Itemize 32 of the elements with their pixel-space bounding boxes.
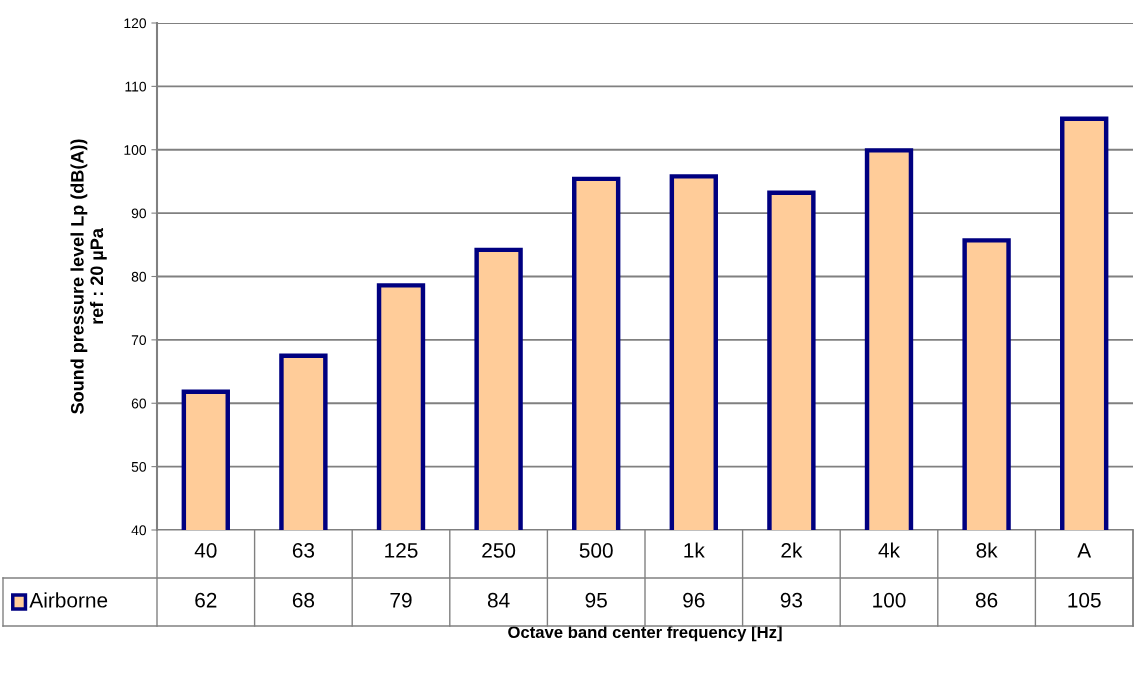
x-axis-title: Octave band center frequency [Hz] [508, 625, 782, 642]
x-tick-label: 8k [976, 542, 998, 558]
y-tick-label: 70 [131, 335, 147, 346]
y-tick-label: 80 [131, 271, 147, 282]
data-label: 96 [683, 592, 705, 608]
x-tick-label: 250 [482, 543, 516, 558]
y-tick-label: 50 [131, 461, 147, 472]
y-tick-label: 100 [124, 145, 147, 155]
data-label: 79 [390, 592, 412, 608]
data-label: 62 [195, 592, 217, 608]
data-label: 95 [585, 592, 607, 608]
x-tick-label: 500 [579, 543, 613, 558]
data-label: 105 [1068, 592, 1101, 608]
y-tick-label: 60 [131, 398, 147, 409]
x-tick-label: 1k [684, 542, 705, 558]
x-tick-label: 63 [292, 543, 315, 558]
x-tick-label: 40 [194, 543, 217, 558]
x-tick-label: 4k [878, 542, 901, 558]
y-tick-label: 90 [131, 208, 147, 219]
data-label: 84 [487, 592, 510, 608]
data-label: 68 [292, 592, 315, 608]
y-tick-label: 120 [124, 18, 147, 29]
data-label: 86 [975, 592, 998, 608]
data-label: 100 [873, 592, 906, 608]
y-axis-title: Sound pressure level Lp (dB(A)) ref : 20 µPa [70, 139, 107, 414]
x-tick-label: 125 [385, 543, 418, 558]
y-tick-label: 110 [125, 81, 147, 92]
x-tick-label: 2k [781, 542, 803, 558]
data-label: 93 [780, 592, 803, 608]
x-tick-label: A [1077, 543, 1092, 558]
legend-label: Airborne [29, 592, 108, 608]
y-tick-label: 40 [131, 525, 147, 536]
